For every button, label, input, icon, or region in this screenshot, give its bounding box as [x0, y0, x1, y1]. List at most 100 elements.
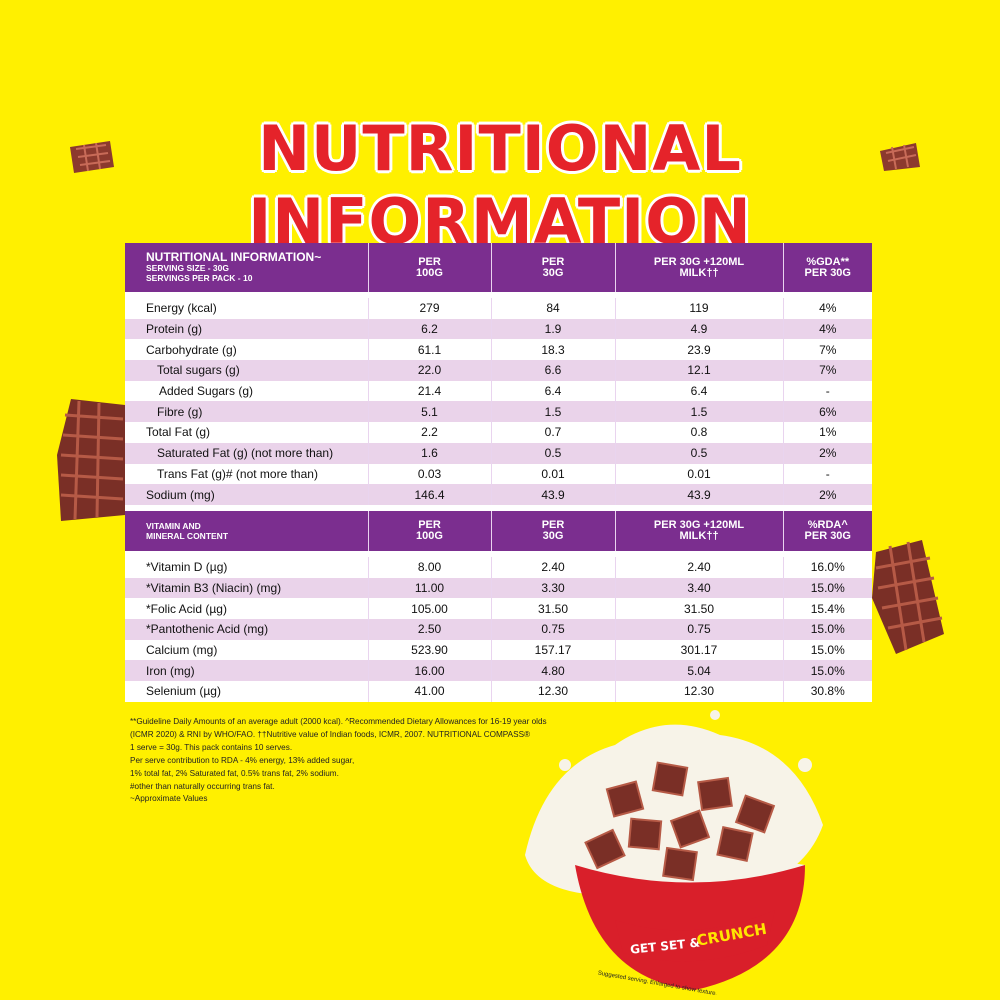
cell-value: 15.0% — [783, 618, 872, 640]
table-row: Calcium (mg) 523.90 157.17 301.17 15.0% — [125, 639, 872, 661]
cell-value: 1.5 — [615, 401, 784, 423]
cell-value: 0.75 — [491, 618, 616, 640]
cell-value: 5.1 — [368, 401, 492, 423]
table-row: Fibre (g) 5.1 1.5 1.5 6% — [125, 401, 872, 423]
cell-value: 15.0% — [810, 642, 845, 657]
cell-value: 1% — [819, 425, 837, 440]
cell-value: 43.9 — [491, 484, 616, 505]
cell-value: 1.5 — [491, 401, 616, 423]
table-spacer — [125, 504, 872, 511]
cell-value: 16.0% — [810, 560, 845, 575]
cell-value: 7% — [783, 360, 872, 381]
column-header-text: PER 30G +120ML — [653, 518, 745, 531]
column-per-30g: PER 30G — [491, 243, 616, 292]
table-row: Protein (g) 6.2 1.9 4.9 4% — [125, 318, 872, 340]
column-gda: %GDA** PER 30G — [783, 243, 872, 292]
table-row: *Vitamin B3 (Niacin) (mg) 11.00 3.30 3.40 15… — [125, 577, 872, 599]
table-row: Total sugars (g) 22.0 6.6 12.1 7% — [125, 360, 872, 381]
footnote-line: **Guideline Daily Amounts of an average … — [130, 717, 547, 726]
column-header-text: %RDA^ — [807, 518, 848, 531]
cell-value: 279 — [368, 298, 492, 319]
cell-value: 12.1 — [615, 360, 784, 381]
column-per-30g-milk: PER 30G +120ML MILK†† — [615, 510, 784, 551]
cell-value: 0.8 — [615, 422, 784, 443]
cereal-piece-left-small — [70, 141, 114, 173]
cell-value: 523.90 — [368, 639, 492, 661]
cell-value: 6.2 — [368, 318, 492, 340]
table-row: Selenium (µg) 41.00 12.30 12.30 30.8% — [125, 681, 872, 702]
table-row: Carbohydrate (g) 61.1 18.3 23.9 7% — [125, 339, 872, 361]
cell-value: 2% — [783, 484, 872, 505]
cell-value: 1.6 — [368, 442, 492, 464]
cell-value: 61.1 — [368, 339, 492, 361]
cereal-piece-right-small — [880, 143, 920, 171]
table-row: *Vitamin D (µg) 8.00 2.40 2.40 16.0% — [125, 556, 872, 578]
cell-value: 0.03 — [368, 463, 492, 485]
cell-value: 0.7 — [491, 422, 616, 443]
cell-value: 0.5 — [615, 442, 784, 464]
row-label: Trans Fat (g)# (not more than) — [125, 463, 369, 485]
cell-value: 11.00 — [368, 577, 492, 599]
row-label: Calcium (mg) — [125, 639, 369, 661]
cell-value: 21.4 — [368, 380, 492, 402]
cell-value: 8.00 — [368, 556, 492, 578]
cell-value: - — [825, 384, 830, 399]
column-header-text: SERVING SIZE - 30g — [146, 263, 229, 273]
cell-value: 3.40 — [615, 577, 784, 599]
cell-value: 15.0% — [783, 660, 872, 681]
cell-value: 4% — [819, 301, 837, 316]
cell-value: 4.80 — [491, 660, 616, 681]
vitamin-header-row: VITAMIN AND MINERAL CONTENT PER 100G PER… — [125, 510, 872, 551]
cell-value: 12.30 — [615, 681, 784, 702]
column-header-text: NUTRITIONAL INFORMATION~ — [146, 250, 322, 264]
column-header-text: PER 30G — [541, 518, 565, 542]
column-per-100g: PER 100G — [368, 243, 492, 292]
column-per-30g: PER 30G — [491, 510, 616, 551]
row-label: Protein (g) — [125, 318, 369, 340]
row-label: Carbohydrate (g) — [125, 339, 369, 361]
cell-value: 5.04 — [615, 660, 784, 681]
row-label: Total sugars (g) — [125, 360, 369, 381]
cell-value: 31.50 — [491, 598, 616, 619]
cell-value: 1.9 — [491, 318, 616, 340]
cell-value: 41.00 — [368, 681, 492, 702]
column-header-text: PER 100G — [416, 518, 443, 542]
cell-value: 2% — [783, 442, 872, 464]
cereal-bowl-image: GET SET & CRUNCH Suggested serving. Enla… — [505, 705, 835, 997]
vitamin-header-title: VITAMIN AND MINERAL CONTENT — [125, 510, 369, 551]
column-header-text: MINERAL CONTENT — [146, 530, 229, 541]
cell-value: 6.4 — [491, 380, 616, 402]
cell-value: 2.2 — [368, 422, 492, 443]
footnote-line: Per serve contribution to RDA - 4% energ… — [130, 755, 355, 765]
cell-value: 6.6 — [491, 360, 616, 381]
cell-value: 6.4 — [615, 380, 784, 402]
cell-value: - — [825, 466, 830, 481]
cell-value: 4.9 — [615, 318, 784, 340]
row-label: Fibre (g) — [125, 401, 369, 423]
cell-value: 2.40 — [491, 556, 616, 578]
cereal-bowl-illustration: GET SET & CRUNCH Suggested serving. Enla… — [525, 710, 823, 997]
cell-value: 15.0% — [783, 577, 872, 599]
cell-value: 119 — [615, 298, 784, 319]
row-label: Sodium (mg) — [125, 484, 369, 505]
row-label: Added Sugars (g) — [125, 380, 369, 402]
cell-value: 3.30 — [491, 577, 616, 599]
footnotes: **Guideline Daily Amounts of an average … — [130, 716, 550, 806]
cell-value: 18.3 — [491, 339, 616, 361]
cell-value: 2.40 — [615, 556, 784, 578]
cell-value: 0.75 — [615, 618, 784, 640]
cell-value: 22.0 — [368, 360, 492, 381]
table-spacer — [125, 550, 872, 557]
cell-value: 105.00 — [368, 598, 492, 619]
cell-value: 15.4% — [810, 601, 845, 616]
column-header-text: PER 30G — [804, 266, 851, 279]
table-row: Iron (mg) 16.00 4.80 5.04 15.0% — [125, 660, 872, 681]
cell-value: 157.17 — [491, 639, 616, 661]
cell-value: 30.8% — [810, 684, 845, 699]
column-header-text: VITAMIN AND — [146, 520, 201, 531]
table-row: Saturated Fat (g) (not more than) 1.6 0.5 0… — [125, 442, 872, 464]
footnote-line: ~Approximate Values — [130, 794, 208, 804]
cell-value: 4% — [783, 318, 872, 340]
row-label: Total Fat (g) — [125, 422, 369, 443]
cell-value: 16.00 — [368, 660, 492, 681]
